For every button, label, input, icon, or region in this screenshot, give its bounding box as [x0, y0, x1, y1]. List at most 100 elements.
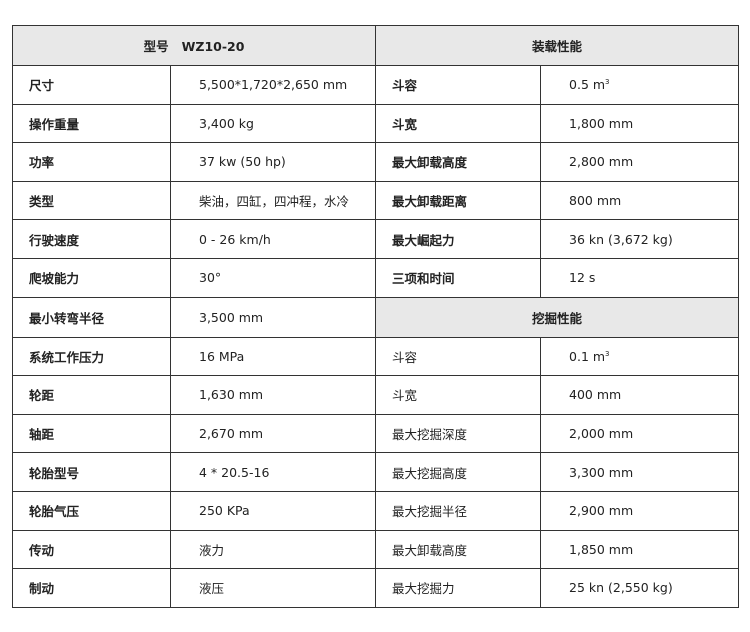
spec-label-text: 行驶速度: [29, 232, 80, 248]
spec-value: 4 * 20.5-16: [169, 452, 377, 492]
table-row: 轮胎气压 250 KPa 最大挖掘半径 2,900 mm: [12, 490, 740, 531]
table-row: 轴距 2,670 mm 最大挖掘深度 2,000 mm: [12, 413, 740, 454]
loading-label-text: 最大卸载高度: [392, 155, 468, 171]
digging-label: 最大挖掘半径: [375, 490, 542, 531]
loading-label: 最大卸载距离: [375, 180, 542, 221]
digging-label: 斗宽: [375, 375, 542, 415]
digging-value: 3,300 mm: [540, 452, 740, 492]
spec-label: 系统工作压力: [12, 336, 171, 377]
table-row: 轮胎型号 4 * 20.5-16 最大挖掘高度 3,300 mm: [12, 452, 740, 492]
loading-label-text: 斗容: [392, 78, 418, 94]
digging-label-text: 最大挖掘深度: [392, 427, 468, 443]
spec-value: 3,400 kg: [169, 103, 377, 144]
spec-value: 液力: [169, 529, 377, 570]
spec-label-text: 尺寸: [29, 78, 55, 94]
digging-value-text: 1,850 mm: [569, 541, 634, 557]
spec-value: 0 - 26 km/h: [169, 219, 377, 259]
table-row: 系统工作压力 16 MPa 斗容 0.1 m3: [12, 336, 740, 377]
digging-value: 0.1 m3: [540, 336, 740, 377]
spec-value-text: 液压: [199, 581, 225, 597]
table-row: 传动 液力 最大卸载高度 1,850 mm: [12, 529, 740, 570]
spec-label: 最小转弯半径: [12, 296, 171, 338]
digging-label: 最大挖掘力: [375, 568, 542, 608]
digging-label: 最大挖掘高度: [375, 452, 542, 492]
spec-label: 制动: [12, 568, 171, 608]
digging-label-text: 最大卸载高度: [392, 542, 468, 558]
digging-value: 400 mm: [540, 375, 740, 415]
spec-label-text: 制动: [29, 581, 55, 597]
table-row: 爬坡能力 30° 三项和时间 12 s: [12, 257, 740, 298]
loading-label-text: 最大崛起力: [392, 232, 455, 248]
digging-value: 2,000 mm: [540, 413, 740, 454]
spec-label: 操作重量: [12, 103, 171, 144]
loading-value-text: 800 mm: [569, 193, 622, 209]
spec-label: 轮胎型号: [12, 452, 171, 492]
spec-label-text: 类型: [29, 194, 55, 210]
spec-label-text: 系统工作压力: [29, 349, 105, 365]
digging-value-text: 0.1 m: [569, 348, 606, 364]
digging-label-text: 最大挖掘高度: [392, 465, 468, 481]
spec-label: 爬坡能力: [12, 257, 171, 298]
table-row: 最小转弯半径 3,500 mm 挖掘性能: [12, 296, 740, 338]
spec-label-text: 功率: [29, 155, 55, 171]
digging-value-text: 400 mm: [569, 387, 622, 403]
spec-label: 轮距: [12, 375, 171, 415]
superscript: 3: [605, 349, 610, 358]
loading-value-text: 36 kn (3,672 kg): [569, 231, 673, 247]
spec-label: 行驶速度: [12, 219, 171, 259]
digging-header: 挖掘性能: [375, 296, 740, 338]
spec-value: 30°: [169, 257, 377, 298]
loading-label: 最大卸载高度: [375, 142, 542, 182]
spec-value-text: 30°: [199, 270, 222, 286]
table-row: 操作重量 3,400 kg 斗宽 1,800 mm: [12, 103, 740, 144]
digging-value: 2,900 mm: [540, 490, 740, 531]
loading-label: 斗宽: [375, 103, 542, 144]
loading-value: 1,800 mm: [540, 103, 740, 144]
loading-value: 2,800 mm: [540, 142, 740, 182]
digging-value-text: 25 kn (2,550 kg): [569, 580, 673, 596]
spec-table: 型号 WZ10-20 装载性能 尺寸 5,500*1,720*2,650 mm 斗容…: [11, 25, 740, 608]
spec-value: 16 MPa: [169, 336, 377, 377]
digging-value-text: 2,000 mm: [569, 426, 634, 442]
spec-label: 轮胎气压: [12, 490, 171, 531]
spec-value-text: 液力: [199, 542, 225, 558]
table-row: 功率 37 kw (50 hp) 最大卸载高度 2,800 mm: [12, 142, 740, 182]
loading-value-text: 12 s: [569, 270, 596, 286]
spec-value-text: 柴油，四缸，四冲程，水冷: [199, 194, 350, 210]
spec-label-text: 传动: [29, 542, 55, 558]
spec-label-text: 轮距: [29, 388, 55, 404]
loading-value: 0.5 m3: [540, 65, 740, 105]
loading-value-text: 0.5 m: [569, 77, 606, 93]
digging-value-text: 2,900 mm: [569, 503, 634, 519]
spec-label: 尺寸: [12, 65, 171, 105]
table-row: 类型 柴油，四缸，四冲程，水冷 最大卸载距离 800 mm: [12, 180, 740, 221]
spec-label: 传动: [12, 529, 171, 570]
spec-value: 1,630 mm: [169, 375, 377, 415]
loading-header: 装载性能: [375, 25, 740, 66]
spec-label-text: 最小转弯半径: [29, 310, 105, 326]
digging-label-text: 最大挖掘半径: [392, 504, 468, 520]
spec-value: 250 KPa: [169, 490, 377, 531]
spec-value-text: 16 MPa: [199, 348, 245, 364]
spec-value: 2,670 mm: [169, 413, 377, 454]
spec-label-text: 轴距: [29, 427, 55, 443]
spec-label: 功率: [12, 142, 171, 182]
digging-value: 25 kn (2,550 kg): [540, 568, 740, 608]
header-row: 型号 WZ10-20 装载性能: [11, 25, 740, 66]
loading-value: 800 mm: [540, 180, 740, 221]
spec-label-text: 轮胎气压: [29, 504, 80, 520]
digging-value: 1,850 mm: [540, 529, 740, 570]
loading-label-text: 三项和时间: [392, 271, 455, 287]
spec-value-text: 250 KPa: [199, 503, 250, 519]
spec-value: 3,500 mm: [169, 296, 377, 338]
spec-value-text: 2,670 mm: [199, 426, 264, 442]
spec-label-text: 轮胎型号: [29, 465, 80, 481]
spec-value-text: 1,630 mm: [199, 387, 264, 403]
spec-label: 轴距: [12, 413, 171, 454]
spec-value: 柴油，四缸，四冲程，水冷: [169, 180, 377, 221]
spec-value-text: 37 kw (50 hp): [199, 154, 286, 170]
loading-value-text: 1,800 mm: [569, 115, 634, 131]
model-header: 型号 WZ10-20: [11, 25, 377, 66]
spec-value: 37 kw (50 hp): [169, 142, 377, 182]
superscript: 3: [605, 78, 610, 87]
